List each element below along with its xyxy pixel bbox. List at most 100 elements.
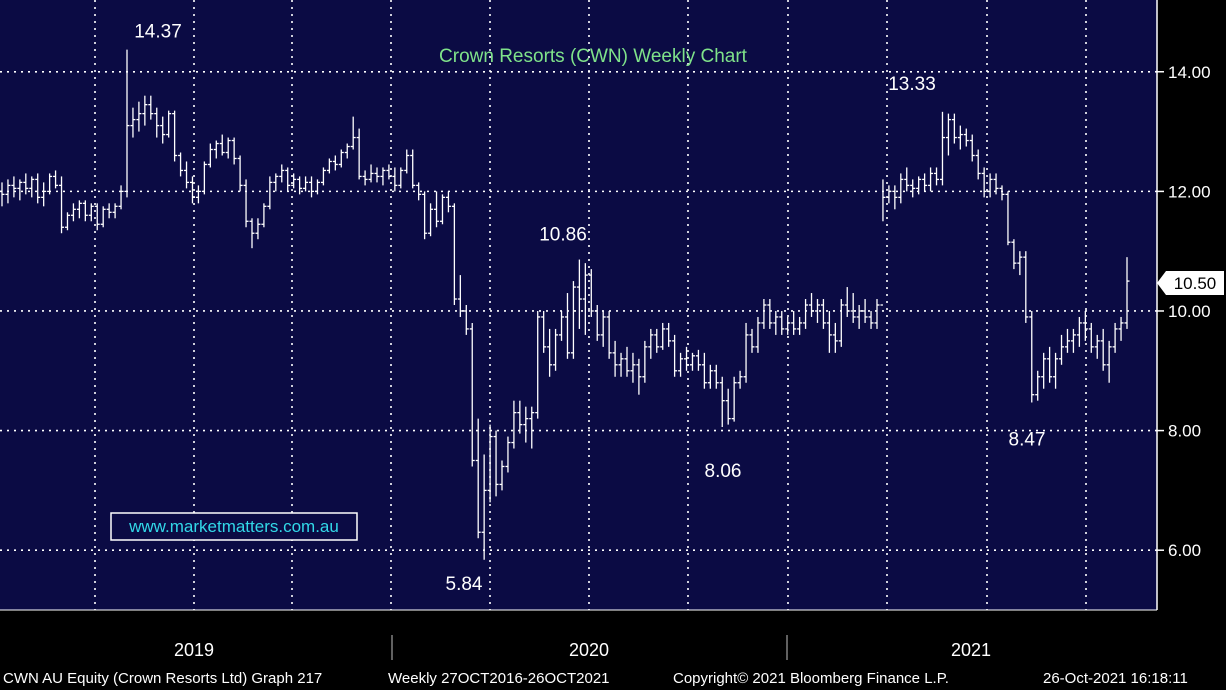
ohlc-bar xyxy=(535,310,541,419)
ohlc-bar xyxy=(719,376,725,427)
price-annotation: 5.84 xyxy=(446,574,483,595)
price-bars xyxy=(0,49,1130,560)
ohlc-bar xyxy=(136,101,142,132)
ohlc-bar xyxy=(755,316,761,353)
ohlc-bar xyxy=(511,400,517,449)
ohlc-bar xyxy=(207,143,213,168)
ohlc-bar xyxy=(166,110,172,138)
y-tick-label: 10.00 xyxy=(1168,302,1211,321)
ohlc-bar xyxy=(1100,328,1106,371)
ohlc-bar xyxy=(469,322,475,467)
ohlc-bar xyxy=(1023,251,1029,323)
ohlc-bar xyxy=(154,107,160,138)
ohlc-bar xyxy=(59,176,65,234)
ohlc-bar xyxy=(904,167,910,192)
ohlc-bar xyxy=(689,352,695,371)
ohlc-bar xyxy=(410,149,416,189)
ohlc-bar xyxy=(809,293,815,317)
ohlc-bar xyxy=(374,167,380,183)
ohlc-bar xyxy=(916,176,922,195)
ohlc-bar xyxy=(761,299,767,329)
ohlc-bar xyxy=(785,316,791,335)
ohlc-bar xyxy=(17,179,23,201)
ohlc-bar xyxy=(910,179,916,198)
ohlc-bar xyxy=(1035,370,1041,401)
price-annotation: 8.47 xyxy=(1009,429,1046,450)
ohlc-bar xyxy=(630,352,636,383)
ohlc-bar xyxy=(594,305,600,341)
ohlc-bar xyxy=(332,155,338,171)
bottom-panel xyxy=(0,610,1226,690)
ohlc-bar xyxy=(297,176,303,195)
ohlc-bar xyxy=(1005,191,1011,246)
ohlc-bar xyxy=(404,149,410,174)
ohlc-bar xyxy=(725,388,731,425)
ohlc-bar xyxy=(130,107,136,138)
ohlc-bar xyxy=(951,113,957,144)
ohlc-bar xyxy=(707,364,713,389)
ohlc-bar xyxy=(1088,322,1094,353)
ohlc-bar xyxy=(392,167,398,192)
ohlc-bar xyxy=(255,218,261,240)
ohlc-bar xyxy=(82,200,88,222)
y-axis-panel xyxy=(1157,0,1226,610)
ohlc-bar xyxy=(1041,352,1047,389)
ohlc-bar xyxy=(814,299,820,323)
ohlc-bar xyxy=(606,310,612,359)
ohlc-bar xyxy=(1053,352,1059,389)
ohlc-bar xyxy=(94,203,100,231)
footer-period: Weekly 27OCT2016-26OCT2021 xyxy=(388,670,610,687)
ohlc-bar xyxy=(648,328,654,359)
footer-timestamp: 26-Oct-2021 16:18:11 xyxy=(1043,670,1188,687)
ohlc-bar xyxy=(457,275,463,317)
ohlc-bar xyxy=(1047,346,1053,383)
last-price-badge: 10.50 xyxy=(1157,271,1224,295)
y-axis-ticks: 6.00 8.00 10.00 12.00 14.00 xyxy=(1157,63,1211,560)
ohlc-bar xyxy=(195,185,201,204)
ohlc-bar xyxy=(487,424,493,503)
ohlc-bar xyxy=(35,173,41,204)
ohlc-bar xyxy=(112,203,118,219)
ohlc-bar xyxy=(100,206,106,228)
ohlc-bar xyxy=(124,49,130,198)
y-tick-label: 12.00 xyxy=(1168,182,1211,201)
ohlc-bar xyxy=(76,200,82,219)
ohlc-bar xyxy=(624,346,630,377)
ohlc-bar xyxy=(767,299,773,329)
ohlc-bar xyxy=(285,167,291,192)
price-annotation: 14.37 xyxy=(134,22,182,43)
ohlc-bar xyxy=(684,346,690,371)
watermark-link[interactable]: www.marketmatters.com.au xyxy=(128,517,339,536)
ohlc-bar xyxy=(225,137,231,159)
ohlc-bar xyxy=(201,161,207,195)
ohlc-bar xyxy=(499,460,505,491)
ohlc-bar xyxy=(803,299,809,329)
chart-title: Crown Resorts (CWN) Weekly Chart xyxy=(439,46,748,67)
ohlc-bar xyxy=(5,179,11,204)
ohlc-bar xyxy=(969,134,975,162)
ohlc-bar xyxy=(939,111,945,186)
ohlc-bar xyxy=(934,167,940,186)
ohlc-bar xyxy=(481,454,487,560)
ohlc-bar xyxy=(993,173,999,195)
ohlc-bar xyxy=(475,418,481,539)
ohlc-bar xyxy=(570,281,576,359)
ohlc-bar xyxy=(850,293,856,323)
price-annotations: 14.37 10.86 5.84 8.06 13.33 8.47 xyxy=(134,22,1045,595)
ohlc-bar xyxy=(344,143,350,159)
footer-security: CWN AU Equity (Crown Resorts Ltd) Graph … xyxy=(3,670,322,687)
ohlc-bar xyxy=(791,310,797,335)
last-price-label: 10.50 xyxy=(1174,274,1217,293)
ohlc-bar xyxy=(70,203,76,222)
ohlc-bar xyxy=(773,310,779,335)
ohlc-bar xyxy=(261,203,267,228)
ohlc-bar xyxy=(564,293,570,359)
ohlc-bar xyxy=(445,191,451,213)
ohlc-bar xyxy=(517,400,523,434)
ohlc-bar xyxy=(749,328,755,353)
ohlc-bar xyxy=(237,155,243,192)
ohlc-bar xyxy=(880,179,886,306)
ohlc-bar xyxy=(243,179,249,228)
ohlc-bar xyxy=(64,212,70,231)
